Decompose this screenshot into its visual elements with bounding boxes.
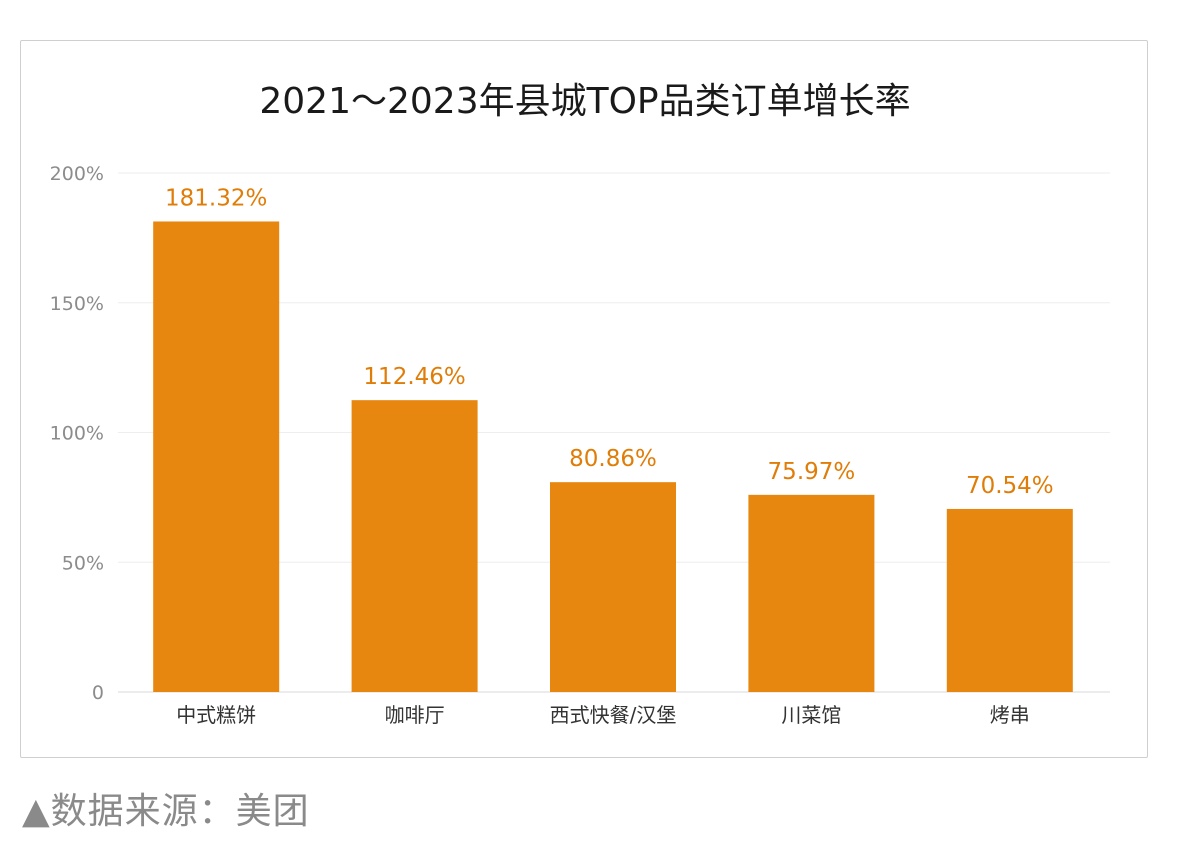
- x-tick-label: 西式快餐/汉堡: [550, 703, 677, 727]
- bar: [946, 508, 1073, 692]
- bar: [153, 221, 280, 692]
- value-labels: 181.32% 112.46% 80.86% 75.97% 70.54%: [165, 185, 1054, 498]
- y-tick-label: 200%: [50, 163, 104, 185]
- y-tick-label: 100%: [50, 423, 104, 445]
- x-axis-ticks: 中式糕饼 咖啡厅 西式快餐/汉堡 川菜馆 烤串: [176, 703, 1030, 727]
- bars: [153, 221, 1073, 692]
- x-tick-label: 咖啡厅: [385, 703, 445, 727]
- chart-title: 2021～2023年县城TOP品类订单增长率: [259, 81, 910, 122]
- bar-value-label: 181.32%: [165, 185, 267, 211]
- bar-value-label: 70.54%: [966, 473, 1054, 499]
- bar-value-label: 75.97%: [768, 459, 856, 485]
- y-axis-ticks: 0 50% 100% 150% 200%: [50, 163, 104, 704]
- y-tick-label: 0: [92, 682, 104, 704]
- bar-value-label: 80.86%: [569, 446, 657, 472]
- bar: [748, 494, 875, 692]
- x-tick-label: 中式糕饼: [176, 703, 256, 727]
- source-note: ▲数据来源：美团: [22, 791, 310, 832]
- x-tick-label: 川菜馆: [781, 703, 841, 727]
- y-tick-label: 50%: [62, 552, 104, 574]
- bar-value-label: 112.46%: [363, 364, 465, 390]
- y-tick-label: 150%: [50, 293, 104, 315]
- bar: [351, 400, 478, 692]
- bar: [550, 482, 676, 692]
- x-tick-label: 烤串: [990, 703, 1030, 727]
